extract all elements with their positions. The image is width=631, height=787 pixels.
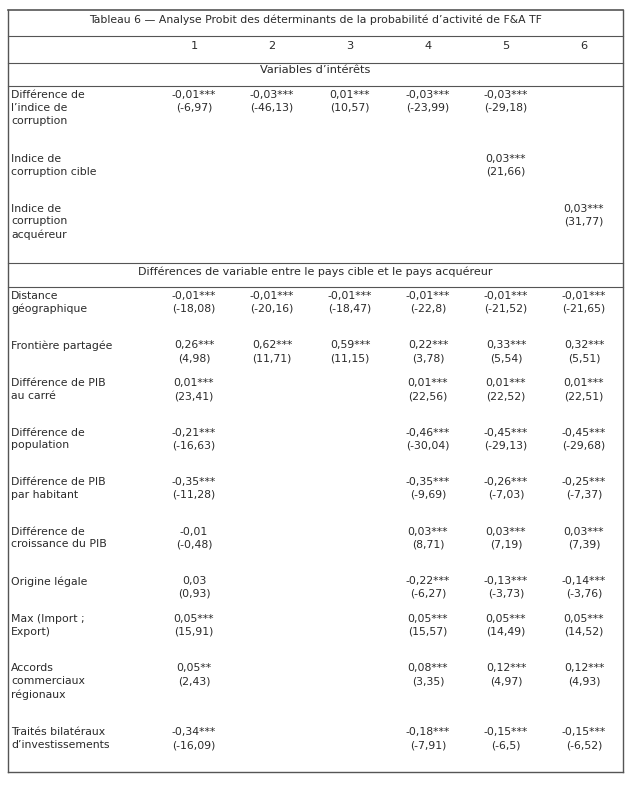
Text: 0,62***
(11,71): 0,62*** (11,71) xyxy=(252,341,292,364)
Text: Frontière partagée: Frontière partagée xyxy=(11,341,112,351)
Text: 0,05***
(15,57): 0,05*** (15,57) xyxy=(408,614,448,637)
Text: 0,01***
(10,57): 0,01*** (10,57) xyxy=(330,91,370,113)
Text: Origine légale: Origine légale xyxy=(11,576,87,586)
Text: -0,13***
(-3,73): -0,13*** (-3,73) xyxy=(484,576,528,599)
Text: 0,33***
(5,54): 0,33*** (5,54) xyxy=(486,341,526,364)
Text: -0,34***
(-16,09): -0,34*** (-16,09) xyxy=(172,727,216,750)
Text: 0,22***
(3,78): 0,22*** (3,78) xyxy=(408,341,448,364)
Text: -0,01
(-0,48): -0,01 (-0,48) xyxy=(176,527,212,549)
Text: 0,12***
(4,93): 0,12*** (4,93) xyxy=(564,663,604,686)
Text: -0,21***
(-16,63): -0,21*** (-16,63) xyxy=(172,427,216,450)
Text: 0,05***
(14,49): 0,05*** (14,49) xyxy=(486,614,526,637)
Text: -0,01***
(-20,16): -0,01*** (-20,16) xyxy=(250,291,294,314)
Text: Distance
géographique: Distance géographique xyxy=(11,291,87,315)
Text: 5: 5 xyxy=(502,41,510,50)
Text: 4: 4 xyxy=(425,41,432,50)
Text: Différence de
population: Différence de population xyxy=(11,427,85,450)
Text: -0,01***
(-18,08): -0,01*** (-18,08) xyxy=(172,291,216,314)
Text: 0,59***
(11,15): 0,59*** (11,15) xyxy=(330,341,370,364)
Text: -0,01***
(-18,47): -0,01*** (-18,47) xyxy=(328,291,372,314)
Text: Différence de
l’indice de
corruption: Différence de l’indice de corruption xyxy=(11,91,85,126)
Text: 0,01***
(22,51): 0,01*** (22,51) xyxy=(563,379,604,401)
Text: Tableau 6 — Analyse Probit des déterminants de la probabilité d’activité de F&A : Tableau 6 — Analyse Probit des détermina… xyxy=(89,14,542,25)
Text: -0,25***
(-7,37): -0,25*** (-7,37) xyxy=(562,477,606,500)
Text: 0,05***
(15,91): 0,05*** (15,91) xyxy=(174,614,215,637)
Text: -0,35***
(-11,28): -0,35*** (-11,28) xyxy=(172,477,216,500)
Text: -0,14***
(-3,76): -0,14*** (-3,76) xyxy=(562,576,606,599)
Text: -0,03***
(-23,99): -0,03*** (-23,99) xyxy=(406,91,450,113)
Text: 0,03***
(31,77): 0,03*** (31,77) xyxy=(563,204,604,227)
Text: -0,15***
(-6,52): -0,15*** (-6,52) xyxy=(562,727,606,750)
Text: 6: 6 xyxy=(581,41,587,50)
Text: 0,03
(0,93): 0,03 (0,93) xyxy=(178,576,210,599)
Text: 0,32***
(5,51): 0,32*** (5,51) xyxy=(564,341,604,364)
Text: 0,08***
(3,35): 0,08*** (3,35) xyxy=(408,663,448,686)
Text: Max (Import ;
Export): Max (Import ; Export) xyxy=(11,614,85,637)
Text: -0,26***
(-7,03): -0,26*** (-7,03) xyxy=(484,477,528,500)
Text: -0,45***
(-29,13): -0,45*** (-29,13) xyxy=(484,427,528,450)
Text: Différence de PIB
au carré: Différence de PIB au carré xyxy=(11,379,105,401)
Text: Variables d’intérêts: Variables d’intérêts xyxy=(261,65,370,76)
Text: -0,15***
(-6,5): -0,15*** (-6,5) xyxy=(484,727,528,750)
Text: 0,01***
(23,41): 0,01*** (23,41) xyxy=(174,379,215,401)
Text: -0,46***
(-30,04): -0,46*** (-30,04) xyxy=(406,427,450,450)
Text: 0,01***
(22,56): 0,01*** (22,56) xyxy=(408,379,448,401)
Text: -0,03***
(-29,18): -0,03*** (-29,18) xyxy=(484,91,528,113)
Text: 0,01***
(22,52): 0,01*** (22,52) xyxy=(486,379,526,401)
Text: 2: 2 xyxy=(268,41,276,50)
Text: Traités bilatéraux
d’investissements: Traités bilatéraux d’investissements xyxy=(11,727,110,750)
Text: Différence de
croissance du PIB: Différence de croissance du PIB xyxy=(11,527,107,549)
Text: Différence de PIB
par habitant: Différence de PIB par habitant xyxy=(11,477,105,500)
Text: 0,03***
(7,39): 0,03*** (7,39) xyxy=(563,527,604,549)
Text: Indice de
corruption
acquéreur: Indice de corruption acquéreur xyxy=(11,204,68,240)
Text: -0,01***
(-6,97): -0,01*** (-6,97) xyxy=(172,91,216,113)
Text: 0,03***
(21,66): 0,03*** (21,66) xyxy=(486,154,526,177)
Text: 0,03***
(8,71): 0,03*** (8,71) xyxy=(408,527,448,549)
Text: -0,01***
(-21,52): -0,01*** (-21,52) xyxy=(484,291,528,314)
Text: -0,03***
(-46,13): -0,03*** (-46,13) xyxy=(250,91,294,113)
Text: Différences de variable entre le pays cible et le pays acquéreur: Différences de variable entre le pays ci… xyxy=(138,266,493,277)
Text: -0,35***
(-9,69): -0,35*** (-9,69) xyxy=(406,477,450,500)
Text: 3: 3 xyxy=(346,41,353,50)
Text: -0,22***
(-6,27): -0,22*** (-6,27) xyxy=(406,576,450,599)
Text: -0,45***
(-29,68): -0,45*** (-29,68) xyxy=(562,427,606,450)
Text: 0,12***
(4,97): 0,12*** (4,97) xyxy=(486,663,526,686)
Text: -0,18***
(-7,91): -0,18*** (-7,91) xyxy=(406,727,450,750)
Text: 0,03***
(7,19): 0,03*** (7,19) xyxy=(486,527,526,549)
Text: 0,05**
(2,43): 0,05** (2,43) xyxy=(177,663,211,686)
Text: -0,01***
(-21,65): -0,01*** (-21,65) xyxy=(562,291,606,314)
Text: -0,01***
(-22,8): -0,01*** (-22,8) xyxy=(406,291,450,314)
Text: Indice de
corruption cible: Indice de corruption cible xyxy=(11,154,97,177)
Text: 1: 1 xyxy=(191,41,198,50)
Text: 0,05***
(14,52): 0,05*** (14,52) xyxy=(563,614,604,637)
Text: Accords
commerciaux
régionaux: Accords commerciaux régionaux xyxy=(11,663,85,700)
Text: 0,26***
(4,98): 0,26*** (4,98) xyxy=(174,341,214,364)
